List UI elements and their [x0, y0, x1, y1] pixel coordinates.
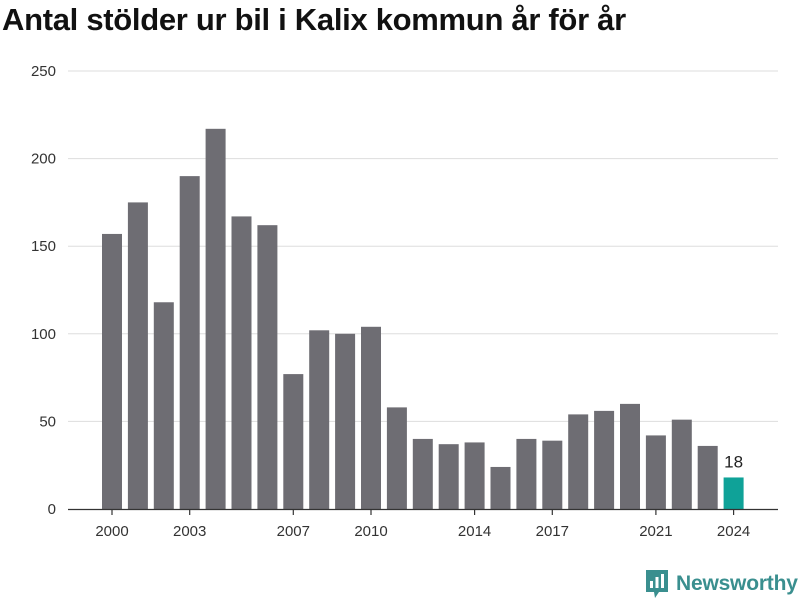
y-tick-label: 150 — [31, 238, 56, 255]
bar-2017 — [542, 440, 563, 509]
bar-2010 — [361, 326, 381, 509]
x-axis: 2000 2003 2007 2010 2014 2017 2021 2024 — [68, 508, 778, 540]
bar-2024 — [723, 477, 744, 509]
x-tick-label: 2021 — [639, 523, 672, 540]
y-axis-ticks: 0 50 100 150 200 250 — [31, 63, 56, 518]
x-tick-label: 2014 — [458, 523, 491, 540]
x-tick-label: 2024 — [717, 523, 750, 540]
bar-2023 — [697, 445, 718, 509]
bar-2018 — [568, 414, 589, 509]
bar-2007 — [283, 374, 304, 509]
bar-2022 — [671, 419, 692, 509]
bar-2000 — [102, 233, 122, 509]
bar-2013 — [438, 444, 459, 509]
bar-2016 — [516, 438, 537, 509]
bar-2015 — [490, 466, 511, 509]
chart-title: Antal stölder ur bil i Kalix kommun år f… — [2, 2, 626, 37]
bar-2009 — [335, 333, 356, 509]
x-tick-label: 2010 — [354, 523, 387, 540]
bar-2021 — [645, 435, 666, 509]
x-tick-label: 2003 — [173, 523, 206, 540]
gridlines — [68, 70, 778, 422]
bar-2012 — [412, 438, 433, 509]
y-tick-label: 250 — [31, 63, 56, 80]
bar-2006 — [257, 225, 278, 509]
bar-2019 — [594, 410, 615, 509]
data-label-2024: 18 — [724, 452, 743, 471]
data-labels: 18 — [724, 452, 743, 471]
bar-2002 — [153, 302, 174, 509]
bar-2004 — [205, 128, 226, 510]
bar-2003 — [179, 176, 200, 509]
bar-2001 — [127, 202, 148, 509]
x-tick-label: 2007 — [277, 523, 310, 540]
bar-2011 — [386, 407, 407, 509]
bar-2008 — [309, 330, 330, 509]
bar-2005 — [231, 216, 252, 509]
y-tick-label: 50 — [39, 413, 56, 430]
x-tick-label: 2000 — [95, 523, 128, 540]
newsworthy-logo-icon — [646, 570, 668, 598]
y-tick-label: 0 — [48, 501, 56, 518]
bar-2020 — [620, 403, 640, 509]
y-tick-label: 200 — [31, 151, 56, 168]
bars — [102, 128, 744, 510]
y-tick-label: 100 — [31, 326, 56, 343]
bar-2014 — [464, 442, 485, 509]
brand-name: Newsworthy — [676, 572, 798, 595]
newsworthy-logo: Newsworthy — [644, 568, 798, 600]
x-tick-label: 2017 — [536, 523, 569, 540]
